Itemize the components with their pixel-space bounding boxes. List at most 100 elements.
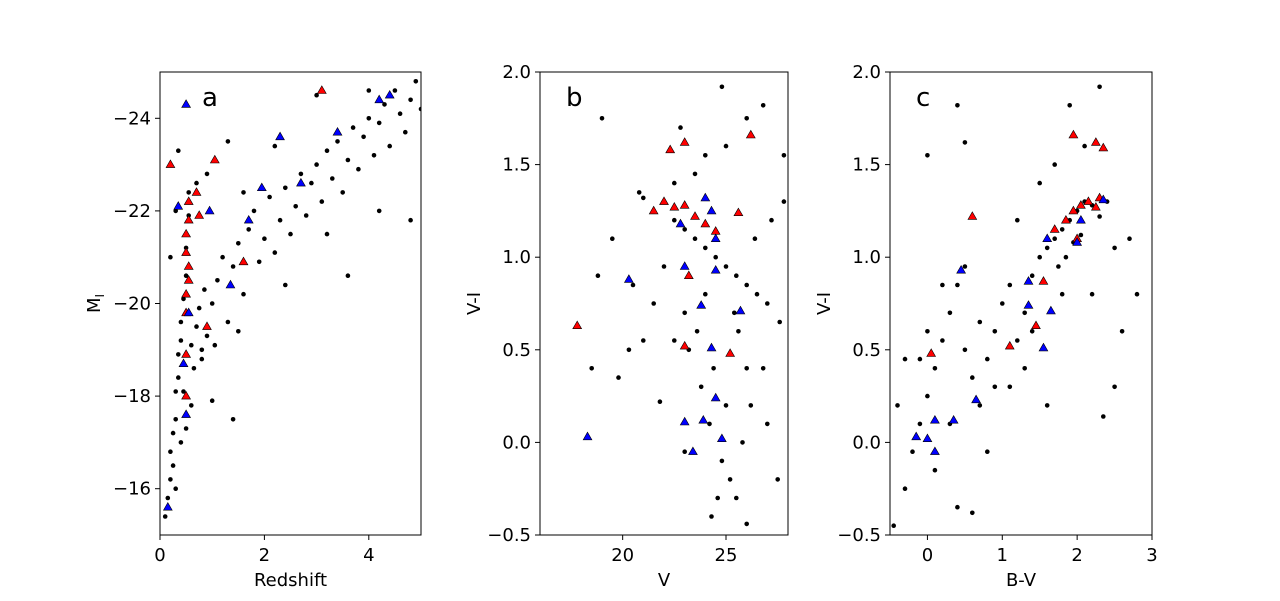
data-point-triangle [1031,320,1041,330]
data-point-dot [1029,329,1035,334]
data-point-triangle [194,210,205,219]
data-point-dot [1007,282,1013,288]
data-point-dot [777,319,782,325]
data-point-dot [703,245,708,251]
data-point-triangle [1090,137,1101,146]
data-point-dot [723,143,729,149]
data-point-dot [925,153,930,158]
x-axis-label: V [658,570,671,591]
data-point-triangle [181,289,192,298]
data-point-triangle [698,414,709,424]
data-point-dot [775,477,780,482]
data-point-dot [992,384,998,390]
data-point-triangle [384,90,395,99]
data-point-dot [397,111,403,116]
data-point-dot [277,217,283,223]
data-point-triangle [956,265,967,274]
data-point-dot [661,264,667,269]
data-point-dot [736,329,741,334]
y-axis-label: V-I [464,292,485,315]
data-point-dot [657,399,663,405]
data-point-triangle [926,348,937,357]
data-point-dot [256,259,262,265]
x-tick-label: 1 [997,545,1008,566]
data-point-dot [382,102,387,107]
data-point-dot [1101,414,1106,419]
data-point-triangle [183,261,194,270]
data-point-dot [189,342,194,348]
data-point-dot [387,143,393,149]
data-point-triangle [204,205,215,215]
data-point-dot [955,504,960,510]
data-point-triangle [209,154,220,164]
data-point-triangle [725,348,736,357]
data-point-dot [715,495,720,501]
data-point-dot [719,84,725,90]
data-point-dot [940,338,945,343]
data-point-triangle [1098,194,1109,204]
data-point-triangle [929,446,940,455]
data-point-dot [1022,366,1027,371]
data-point-dot [781,199,787,204]
data-point-dot [711,366,716,371]
data-point-dot [366,116,372,121]
data-point-triangle [1090,201,1101,211]
data-point-dot [910,449,915,455]
data-point-triangle [706,205,717,215]
data-point-dot [178,319,184,325]
data-point-triangle [679,340,690,350]
data-point-triangle [178,358,189,368]
axes-frame [159,71,422,536]
data-point-triangle [1023,300,1034,309]
data-point-triangle [971,394,982,404]
y-tick-label: 2.0 [502,62,531,83]
data-point-triangle [710,264,721,274]
data-point-triangle [275,131,285,141]
data-point-dot [209,398,215,404]
data-point-dot [196,305,202,311]
data-point-dot [703,153,708,158]
data-point-dot [324,148,330,153]
data-point-dot [246,227,251,232]
data-point-dot [194,324,199,329]
axes-frame [889,71,1153,536]
data-point-dot [408,217,413,223]
data-point-dot [225,319,231,325]
data-point-dot [168,477,173,482]
data-point-triangle [202,321,212,330]
data-point-dot [183,273,189,279]
data-point-dot [744,282,749,288]
panel-c: 0 1 2 3 −0.5 0.0 0.5 1.0 1.5 2.0 B-V V-I c [814,62,1158,591]
data-point-triangle [679,416,690,426]
data-point-dot [262,236,267,241]
data-point-dot [895,403,900,408]
data-point-dot [173,208,178,214]
data-point-dot [740,440,745,445]
data-point-dot [616,375,621,380]
data-point-dot [181,389,186,394]
data-point-triangle [582,431,593,441]
data-point-triangle [1098,142,1109,152]
data-point-triangle [710,392,721,402]
data-point-dot [170,463,176,468]
x-tick-label: 0 [154,545,165,566]
data-point-dot [723,264,729,269]
data-point-dot [186,190,191,195]
data-point-triangle [181,99,192,108]
data-point-triangle [183,215,194,224]
data-point-dot [1059,291,1065,297]
data-point-triangle [688,446,698,455]
data-point-triangle [679,137,690,146]
data-point-dot [1037,180,1042,186]
data-point-triangle [181,409,192,418]
data-point-dot [641,195,646,201]
data-point-dot [985,449,990,455]
data-point-dot [376,120,382,126]
data-point-dot [176,148,181,153]
data-point-dot [413,79,419,84]
data-point-dot [599,116,605,121]
data-point-triangle [1049,224,1060,233]
data-point-dot [230,417,236,422]
data-point-dot [760,366,766,371]
y-tick-label: −22 [113,201,151,222]
